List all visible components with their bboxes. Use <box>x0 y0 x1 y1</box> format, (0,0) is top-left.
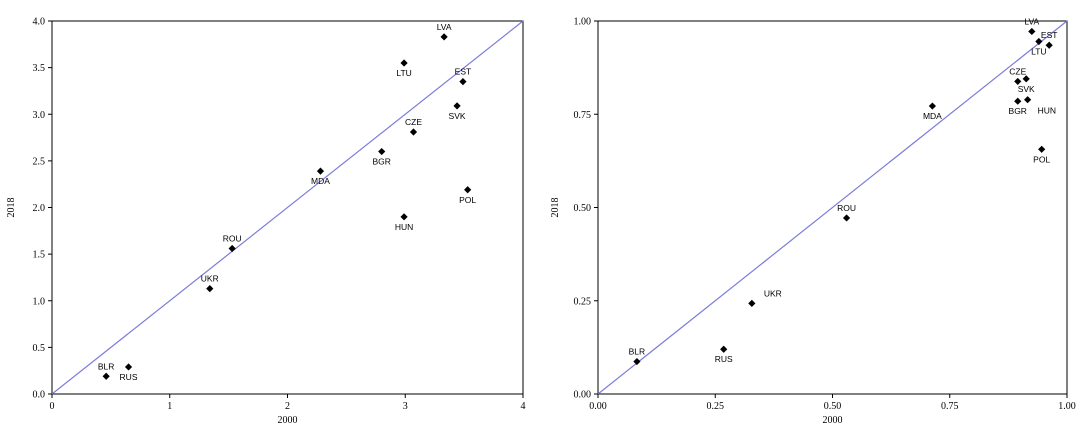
point-label: LVA <box>437 22 452 32</box>
data-point-ltu <box>400 59 408 67</box>
x-tick-label: 0 <box>50 401 55 412</box>
data-point-svk <box>1022 75 1030 83</box>
data-point-bgr <box>378 147 386 156</box>
reference-line-left <box>51 20 524 395</box>
x-tick-label: 3 <box>403 401 408 412</box>
data-point-ukr <box>206 285 214 293</box>
data-point-mda <box>928 102 936 110</box>
chart-panel-left: 0 1 2 3 4 0.0 0.5 1.0 1.5 2.0 2.5 3.0 3.5 4.0 2000 2018… <box>6 17 526 427</box>
x-axis-title: 2000 <box>278 415 298 426</box>
point-label: ROU <box>837 203 856 213</box>
point-label: CZE <box>405 117 422 127</box>
data-point-cze <box>409 128 418 136</box>
y-axis-title: 2018 <box>6 198 17 218</box>
point-label: BGR <box>372 157 390 167</box>
data-point-rus <box>720 345 728 353</box>
data-point-pol <box>464 186 472 194</box>
point-label: HUN <box>1038 106 1056 116</box>
data-point-hun <box>1024 96 1032 104</box>
point-label: LTU <box>1031 47 1046 57</box>
y-tick-label: 4.0 <box>33 17 46 28</box>
y-tick-label: 3.5 <box>33 63 46 74</box>
point-label: SVK <box>1018 84 1035 94</box>
point-label: CZE <box>1009 66 1026 76</box>
data-point-rou <box>842 214 851 222</box>
data-point-pol <box>1038 145 1046 153</box>
data-point-ukr <box>748 299 756 307</box>
point-label: BGR <box>1009 106 1027 116</box>
x-tick-label: 1.00 <box>1058 401 1076 412</box>
reference-line-right <box>597 20 1068 395</box>
y-tick-label: 0.0 <box>33 390 46 401</box>
data-point-est <box>1045 41 1053 49</box>
point-label: LTU <box>396 68 411 78</box>
y-tick-label: 1.00 <box>574 17 592 28</box>
data-point-blr <box>102 372 110 380</box>
data-point-hun <box>400 213 408 221</box>
data-point-rus <box>124 363 133 371</box>
x-tick-label: 2 <box>285 401 290 412</box>
data-point-blr <box>633 357 641 366</box>
chart-panel-right: 0.00 0.25 0.50 0.75 1.00 0.00 0.25 0.50 0.75 1.00… <box>544 0 1088 441</box>
data-point-lva <box>1028 27 1036 36</box>
point-label: RUS <box>120 372 138 382</box>
y-tick-label: 0.50 <box>574 203 592 214</box>
x-tick-label: 0.00 <box>589 401 607 412</box>
point-label: EST <box>455 67 472 77</box>
y-tick-label: 1.5 <box>33 250 46 261</box>
y-tick-label: 3.0 <box>33 110 46 121</box>
x-tick-label: 1 <box>167 401 172 412</box>
point-label: UKR <box>764 288 782 298</box>
data-point-est <box>459 78 467 86</box>
point-label: ROU <box>223 234 242 244</box>
data-point-rou <box>228 244 236 253</box>
point-label: BLR <box>98 361 115 371</box>
y-tick-label: 0.25 <box>574 296 592 307</box>
point-label: RUS <box>715 354 733 364</box>
y-tick-label: 1.0 <box>33 296 46 307</box>
x-axis-title: 2000 <box>823 415 843 426</box>
scatter-chart-left: 0 1 2 3 4 0.0 0.5 1.0 1.5 2.0 2.5 3.0 3.5 4.0 2000 2018… <box>6 17 526 427</box>
x-tick-label: 0.50 <box>824 401 842 412</box>
data-point-lva <box>440 33 448 41</box>
point-label: BLR <box>629 347 646 357</box>
scatter-chart-right: 0.00 0.25 0.50 0.75 1.00 0.00 0.25 0.50 0.75 1.00… <box>550 16 1076 426</box>
data-point-bgr <box>1014 97 1022 105</box>
data-point-cze <box>1014 77 1022 86</box>
data-point-svk <box>453 102 461 110</box>
y-tick-label: 2.5 <box>33 156 46 167</box>
point-label: POL <box>459 195 476 205</box>
point-label: HUN <box>395 222 413 232</box>
point-label: EST <box>1041 30 1058 40</box>
point-label: SVK <box>449 111 466 121</box>
x-tick-label: 4 <box>521 401 526 412</box>
data-point-ltu <box>1035 37 1043 46</box>
x-tick-label: 0.25 <box>707 401 725 412</box>
y-axis-title: 2018 <box>550 198 561 218</box>
data-point-mda <box>316 167 325 175</box>
x-tick-label: 0.75 <box>941 401 959 412</box>
point-label: UKR <box>201 274 219 284</box>
point-label: LVA <box>1024 16 1039 26</box>
point-label: POL <box>1033 154 1050 164</box>
y-tick-label: 0.75 <box>574 110 592 121</box>
point-label: MDA <box>923 111 942 121</box>
y-tick-label: 0.5 <box>33 343 46 354</box>
y-tick-label: 2.0 <box>33 203 46 214</box>
y-tick-label: 0.00 <box>574 390 592 401</box>
point-label: MDA <box>311 176 330 186</box>
